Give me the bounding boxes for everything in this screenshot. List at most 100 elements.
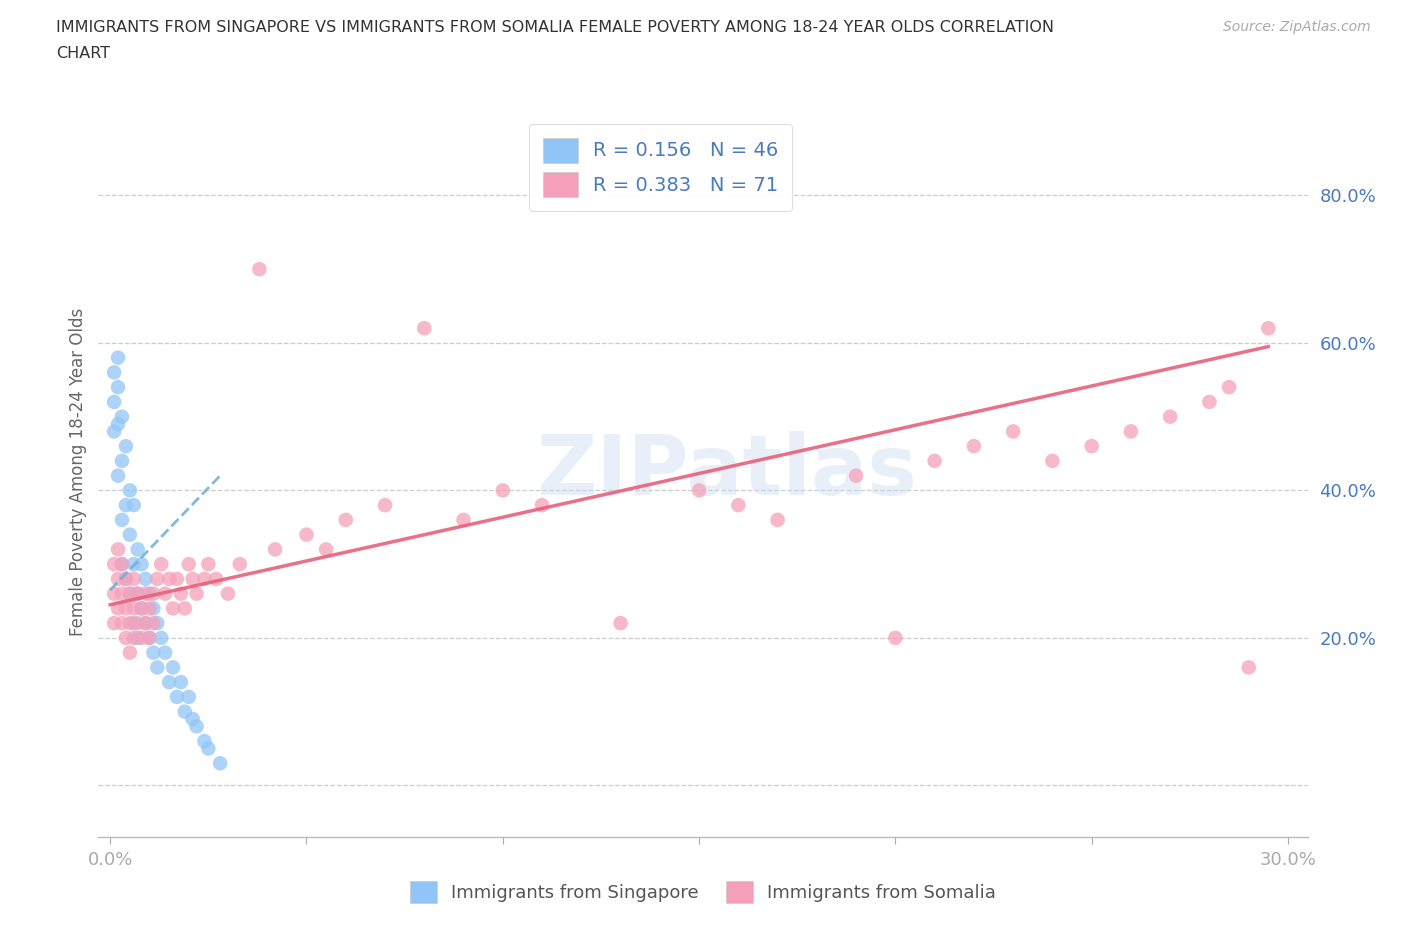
Point <box>146 660 169 675</box>
Point <box>1080 439 1102 454</box>
Point <box>453 512 475 527</box>
Point <box>186 586 208 601</box>
Point <box>170 674 193 689</box>
Point <box>118 645 141 660</box>
Point <box>1042 454 1064 469</box>
Point <box>162 601 184 616</box>
Point <box>845 468 868 483</box>
Point <box>107 379 129 394</box>
Point <box>122 557 145 572</box>
Point <box>170 586 193 601</box>
Point <box>1257 321 1279 336</box>
Point <box>118 586 141 601</box>
Point <box>118 586 141 601</box>
Point <box>115 439 138 454</box>
Point <box>186 719 208 734</box>
Y-axis label: Female Poverty Among 18-24 Year Olds: Female Poverty Among 18-24 Year Olds <box>69 308 87 636</box>
Text: CHART: CHART <box>56 46 110 61</box>
Point <box>103 365 125 379</box>
Point <box>1218 379 1240 394</box>
Point <box>146 616 169 631</box>
Point <box>131 557 153 572</box>
Point <box>766 512 789 527</box>
Point <box>135 586 157 601</box>
Point <box>122 498 145 512</box>
Point <box>127 631 149 645</box>
Point <box>115 601 138 616</box>
Point <box>609 616 631 631</box>
Point <box>1237 660 1260 675</box>
Point <box>153 586 176 601</box>
Point <box>1198 394 1220 409</box>
Point <box>111 409 134 424</box>
Point <box>122 601 145 616</box>
Point <box>118 616 141 631</box>
Point <box>197 557 219 572</box>
Point <box>111 512 134 527</box>
Point <box>107 571 129 586</box>
Point <box>1159 409 1181 424</box>
Point <box>166 689 188 704</box>
Point <box>103 394 125 409</box>
Point <box>688 483 710 498</box>
Point <box>193 571 215 586</box>
Point <box>115 498 138 512</box>
Point <box>142 601 165 616</box>
Point <box>138 601 160 616</box>
Point <box>138 586 160 601</box>
Point <box>118 483 141 498</box>
Point <box>142 616 165 631</box>
Point <box>177 689 200 704</box>
Point <box>531 498 554 512</box>
Text: Source: ZipAtlas.com: Source: ZipAtlas.com <box>1223 20 1371 34</box>
Point <box>157 571 180 586</box>
Point <box>107 601 129 616</box>
Point <box>115 571 138 586</box>
Point <box>217 586 239 601</box>
Point <box>205 571 228 586</box>
Point <box>111 454 134 469</box>
Point <box>1002 424 1025 439</box>
Point <box>173 601 195 616</box>
Point <box>131 601 153 616</box>
Point <box>103 424 125 439</box>
Point <box>295 527 318 542</box>
Point <box>173 704 195 719</box>
Point <box>111 557 134 572</box>
Point <box>166 571 188 586</box>
Point <box>135 616 157 631</box>
Point <box>181 711 204 726</box>
Point <box>122 571 145 586</box>
Point <box>1119 424 1142 439</box>
Point <box>111 616 134 631</box>
Point <box>177 557 200 572</box>
Point <box>229 557 252 572</box>
Point <box>924 454 946 469</box>
Point <box>135 571 157 586</box>
Point <box>131 631 153 645</box>
Point <box>127 586 149 601</box>
Point <box>103 557 125 572</box>
Point <box>142 645 165 660</box>
Point <box>884 631 907 645</box>
Point <box>181 571 204 586</box>
Point <box>103 616 125 631</box>
Point <box>107 351 129 365</box>
Point <box>103 586 125 601</box>
Point <box>315 542 337 557</box>
Point <box>335 512 357 527</box>
Point <box>162 660 184 675</box>
Point <box>492 483 515 498</box>
Legend: R = 0.156   N = 46, R = 0.383   N = 71: R = 0.156 N = 46, R = 0.383 N = 71 <box>529 124 792 211</box>
Point <box>127 542 149 557</box>
Point <box>247 261 270 276</box>
Point <box>150 631 173 645</box>
Point <box>150 557 173 572</box>
Point <box>963 439 986 454</box>
Point <box>138 631 160 645</box>
Point <box>122 616 145 631</box>
Text: ZIPatlas: ZIPatlas <box>537 432 918 512</box>
Point <box>153 645 176 660</box>
Point <box>127 616 149 631</box>
Point <box>118 527 141 542</box>
